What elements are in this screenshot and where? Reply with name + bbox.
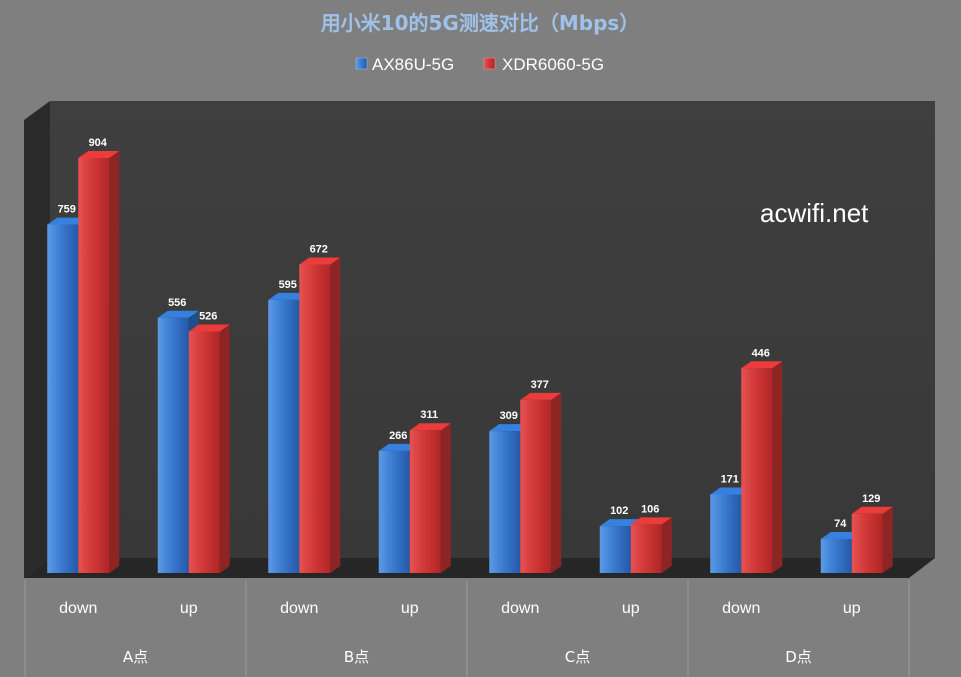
bar-front-face [741,368,773,573]
group-label: C点 [565,648,590,666]
floor [24,558,935,578]
bar-side-face [551,392,562,573]
tick-label: up [401,600,419,617]
bar-front-face [710,494,742,573]
bar-xdr6060-3 [409,423,451,573]
bar-top-face [299,257,341,265]
data-label: 74 [834,518,847,530]
bar-top-face [599,519,641,527]
legend-label-ax86u: AX86U-5G [372,55,454,74]
bar-front-face [489,431,521,573]
bar-top-face [268,292,310,300]
bar-xdr6060-0 [78,151,120,573]
bar-xdr6060-7 [851,506,893,573]
bar-xdr6060-4 [520,392,562,573]
legend-item-xdr6060: XDR6060-5G [483,55,604,74]
group-label: A点 [123,648,148,666]
legend-label-xdr6060: XDR6060-5G [502,55,604,74]
data-label: 171 [721,473,739,485]
tick-label: up [180,600,198,617]
bar-side-face [109,151,120,573]
bar-xdr6060-1 [188,324,230,573]
bar-top-face [520,392,562,400]
bar-top-face [820,532,862,540]
bar-front-face [157,317,189,573]
bar-front-face [188,331,220,573]
legend: AX86U-5G XDR6060-5G [355,55,604,74]
tick-label: down [59,600,97,617]
bar-side-face [661,517,672,573]
data-label: 759 [58,204,76,216]
bar-top-face [851,506,893,514]
data-label: 266 [389,430,407,442]
group-label: D点 [785,648,812,666]
bar-front-face [378,450,410,573]
bar-top-face [188,324,230,332]
watermark: acwifi.net [760,198,869,228]
data-label: 106 [641,503,659,515]
bar-front-face [599,526,631,573]
bar-top-face [78,151,120,158]
data-label: 129 [862,493,880,505]
bar-side-face [330,257,341,573]
data-label: 446 [752,347,770,359]
tick-label: down [722,600,760,617]
bar-top-face [741,361,783,369]
data-label: 309 [500,410,518,422]
bars-layer: 759 904 556 526 595 672 266 311 309 377 102 106 171 4… [47,137,893,574]
bar-side-face [219,324,230,573]
data-label: 556 [168,297,186,309]
group-label: B点 [344,648,369,666]
bar-top-face [710,487,752,495]
side-wall [24,101,50,578]
bar-side-face [772,361,783,573]
bar-front-face [268,299,300,573]
bar-top-face [378,443,420,451]
legend-item-ax86u: AX86U-5G [355,55,454,74]
bar-xdr6060-5 [630,517,672,573]
bar-front-face [630,524,662,573]
data-label: 595 [279,279,297,291]
bar-xdr6060-2 [299,257,341,573]
bar-side-face [882,506,893,573]
data-label: 311 [420,409,438,421]
bar-top-face [489,424,531,432]
tick-label: down [280,600,318,617]
data-label: 904 [89,137,108,149]
bar-front-face [820,539,852,573]
bar-top-face [157,310,199,318]
bar-front-face [520,399,552,573]
bar-front-face [851,513,883,573]
bar-side-face [440,423,451,573]
data-label: 672 [310,244,328,256]
legend-swatch-xdr6060 [483,57,496,70]
tick-label: down [501,600,539,617]
bar-top-face [630,517,672,525]
bar-front-face [409,430,441,573]
tick-label: up [843,600,861,617]
bar-xdr6060-6 [741,361,783,573]
category-axis: down up down up down up down up A点 B点 C点 D点 [24,580,910,677]
bar-top-face [409,423,451,431]
bar-front-face [299,264,331,573]
chart-title: 用小米10的5G测速对比（Mbps） [321,11,640,35]
legend-swatch-ax86u [355,57,368,70]
bar-top-face [47,217,89,225]
tick-label: up [622,600,640,617]
data-label: 526 [199,311,217,323]
bar-front-face [78,158,110,573]
data-label: 102 [610,505,628,517]
bar-front-face [47,224,79,574]
data-label: 377 [531,379,549,391]
